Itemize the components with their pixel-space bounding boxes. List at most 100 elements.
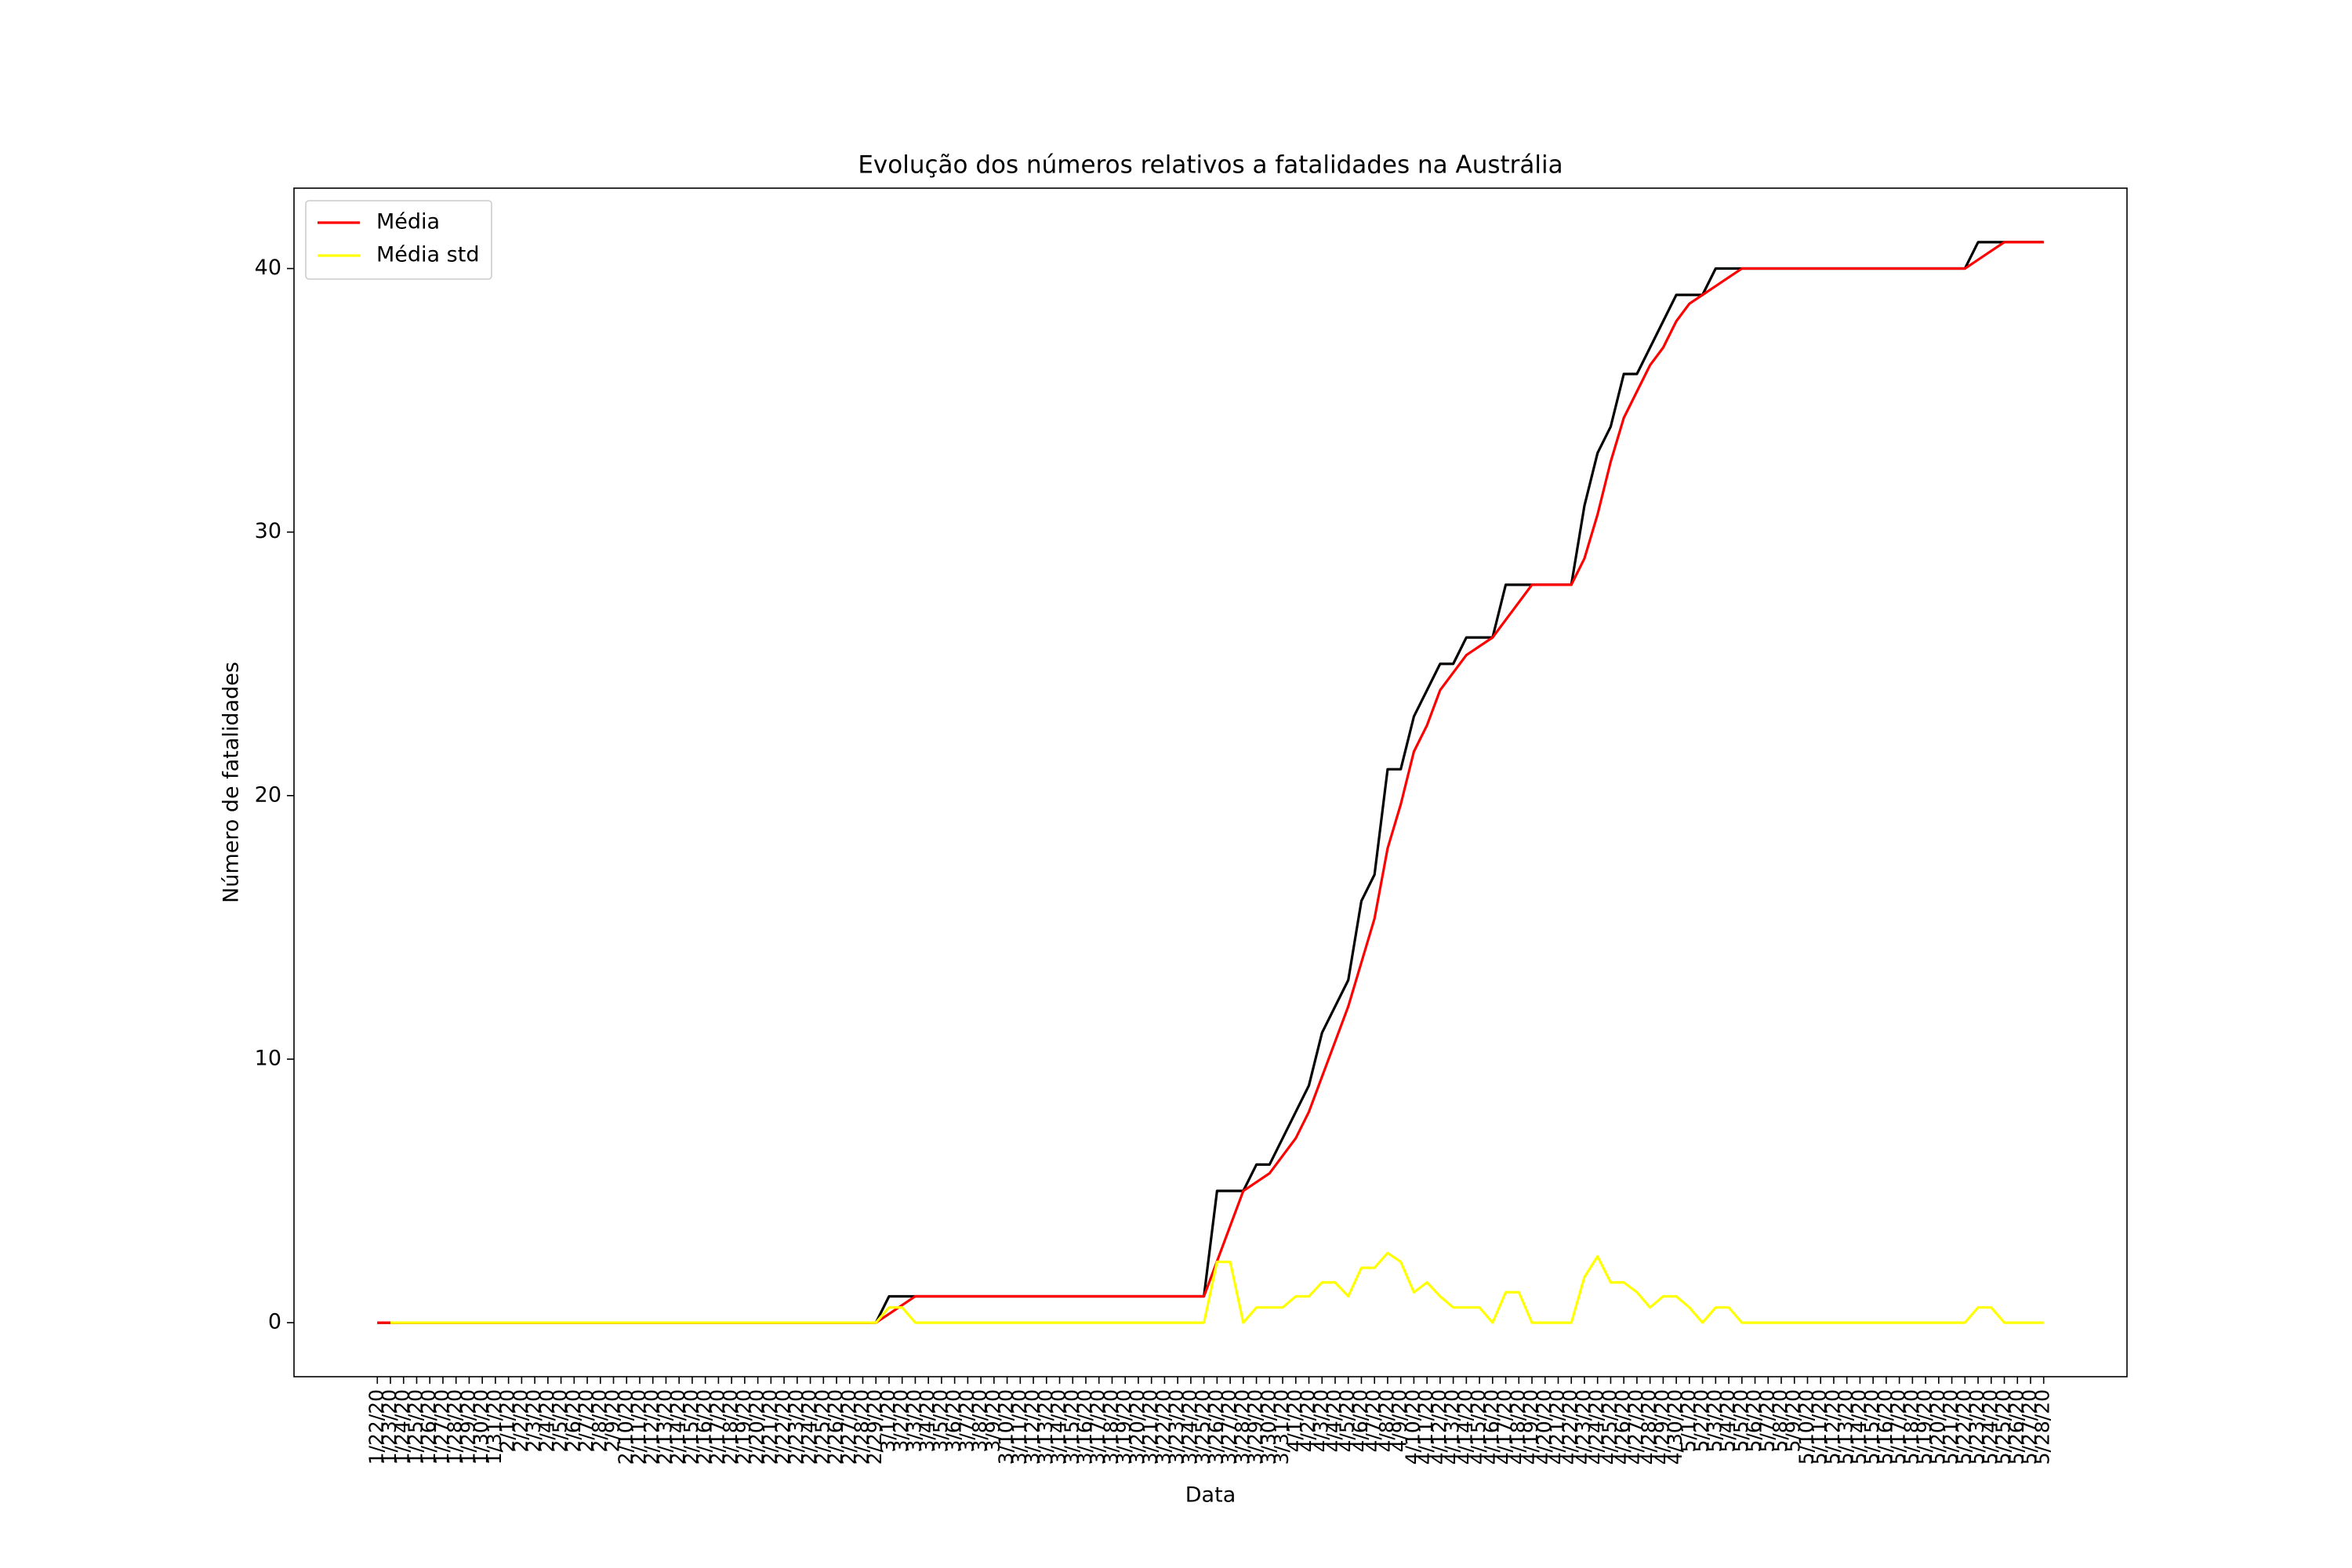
x-tick-label: 5/2/20: [1690, 1389, 1713, 1452]
x-tick-label: 5/6/20: [1743, 1389, 1766, 1452]
x-tick-label: 1/24/20: [391, 1389, 414, 1465]
x-tick-label: 4/3/20: [1309, 1389, 1332, 1452]
x-tick-label: 3/16/20: [1073, 1389, 1096, 1465]
y-tick-label: 0: [268, 1310, 281, 1334]
x-tick-label: 2/9/20: [601, 1389, 624, 1452]
x-tick-label: 4/6/20: [1348, 1389, 1371, 1452]
x-tick-label: 3/19/20: [1112, 1389, 1135, 1465]
x-tick-label: 4/14/20: [1454, 1389, 1476, 1465]
x-tick-label: 2/2/20: [509, 1389, 532, 1452]
x-tick-label: 1/27/20: [430, 1389, 453, 1465]
x-tick-label: 1/23/20: [378, 1389, 401, 1465]
x-tick-label: 3/18/20: [1099, 1389, 1122, 1465]
x-tick-label: 4/2/20: [1297, 1389, 1319, 1452]
x-tick-label: 3/17/20: [1087, 1389, 1109, 1465]
x-tick-label: 3/10/20: [995, 1389, 1018, 1465]
x-tick-label: 4/22/20: [1559, 1389, 1581, 1465]
x-tick-label: 4/5/20: [1336, 1389, 1359, 1452]
x-tick-label: 5/20/20: [1926, 1389, 1949, 1465]
x-tick-label: 4/18/20: [1506, 1389, 1529, 1465]
x-tick-label: 2/29/20: [863, 1389, 886, 1465]
x-tick-label: 3/29/20: [1244, 1389, 1267, 1465]
x-tick-label: 2/12/20: [641, 1389, 663, 1465]
x-tick-label: 4/8/20: [1375, 1389, 1398, 1452]
x-tick-label: 5/3/20: [1703, 1389, 1726, 1452]
x-tick-label: 3/25/20: [1192, 1389, 1214, 1465]
x-tick-label: 3/1/20: [877, 1389, 899, 1452]
x-tick-label: 2/1/20: [496, 1389, 519, 1452]
x-tick-label: 5/17/20: [1887, 1389, 1910, 1465]
x-tick-label: 5/28/20: [2031, 1389, 2054, 1465]
x-tick-label: 3/2/20: [890, 1389, 913, 1452]
x-tick-label: 4/16/20: [1480, 1389, 1503, 1465]
x-tick-label: 2/14/20: [666, 1389, 689, 1465]
x-tick-label: 4/12/20: [1428, 1389, 1450, 1465]
x-tick-label: 4/30/20: [1664, 1389, 1686, 1465]
x-tick-label: 3/28/20: [1231, 1389, 1254, 1465]
x-tick-label: 3/30/20: [1257, 1389, 1279, 1465]
x-tick-label: 4/4/20: [1323, 1389, 1345, 1452]
x-tick-label: 5/5/20: [1730, 1389, 1752, 1452]
line-series: [390, 1251, 2044, 1324]
x-tick-label: 5/26/20: [2005, 1389, 2027, 1465]
x-tick-label: 2/28/20: [850, 1389, 873, 1465]
chart-title: Evolução dos números relativos a fatalid…: [858, 151, 1563, 180]
x-tick-label: 2/7/20: [575, 1389, 597, 1452]
x-tick-label: 4/29/20: [1650, 1389, 1673, 1465]
x-tick-label: 2/22/20: [771, 1389, 794, 1465]
x-tick-label: 1/28/20: [444, 1389, 466, 1465]
x-tick-label: 5/11/20: [1808, 1389, 1831, 1465]
y-tick-label: 30: [255, 519, 281, 543]
x-tick-label: 4/13/20: [1441, 1389, 1464, 1465]
x-tick-label: 1/25/20: [404, 1389, 426, 1465]
x-tick-label: 2/8/20: [588, 1389, 611, 1452]
x-tick-label: 4/24/20: [1585, 1389, 1608, 1465]
legend-label: Média std: [376, 243, 479, 267]
x-tick-label: 4/10/20: [1401, 1389, 1424, 1465]
x-tick-label: 2/15/20: [680, 1389, 702, 1465]
x-tick-label: 2/16/20: [693, 1389, 716, 1465]
x-tick-label: 5/23/20: [1965, 1389, 1988, 1465]
legend-box: [305, 200, 492, 280]
x-tick-label: 2/26/20: [824, 1389, 847, 1465]
x-tick-label: 4/21/20: [1546, 1389, 1569, 1465]
x-tick-label: 3/13/20: [1034, 1389, 1057, 1465]
y-axis-label: Número de fatalidades: [220, 662, 244, 903]
x-tick-label: 4/28/20: [1638, 1389, 1661, 1465]
x-tick-label: 3/22/20: [1152, 1389, 1174, 1465]
x-tick-label: 3/3/20: [902, 1389, 925, 1452]
x-tick-label: 5/4/20: [1716, 1389, 1739, 1452]
plot-frame: [293, 187, 2128, 1377]
x-tick-label: 5/9/20: [1782, 1389, 1805, 1452]
x-tick-label: 5/18/20: [1900, 1389, 1922, 1465]
y-tick-label: 20: [255, 782, 281, 807]
x-tick-label: 5/19/20: [1913, 1389, 1936, 1465]
x-tick-label: 4/27/20: [1624, 1389, 1647, 1465]
x-tick-label: 2/18/20: [719, 1389, 742, 1465]
x-tick-label: 4/7/20: [1362, 1389, 1385, 1452]
x-tick-label: 5/24/20: [1979, 1389, 2002, 1465]
x-tick-label: 3/12/20: [1021, 1389, 1044, 1465]
x-tick-label: 1/31/20: [483, 1389, 506, 1465]
x-tick-label: 4/25/20: [1598, 1389, 1621, 1465]
x-tick-label: 3/4/20: [916, 1389, 938, 1452]
x-tick-label: 2/6/20: [561, 1389, 584, 1452]
x-tick-label: 3/21/20: [1139, 1389, 1162, 1465]
x-tick-label: 2/24/20: [798, 1389, 821, 1465]
x-tick-label: 4/20/20: [1533, 1389, 1555, 1465]
x-tick-label: 4/17/20: [1494, 1389, 1516, 1465]
x-tick-label: 3/27/20: [1218, 1389, 1240, 1465]
x-tick-label: 1/26/20: [417, 1389, 440, 1465]
x-tick-label: 3/7/20: [955, 1389, 978, 1452]
x-tick-label: 4/26/20: [1611, 1389, 1634, 1465]
x-tick-label: 5/13/20: [1835, 1389, 1857, 1465]
x-tick-label: 5/10/20: [1795, 1389, 1817, 1465]
x-tick-label: 2/25/20: [811, 1389, 833, 1465]
x-tick-label: 5/15/20: [1860, 1389, 1883, 1465]
x-tick-label: 5/25/20: [1992, 1389, 2015, 1465]
x-tick-label: 3/23/20: [1165, 1389, 1188, 1465]
x-tick-label: 3/9/20: [982, 1389, 1004, 1452]
x-tick-label: 3/14/20: [1047, 1389, 1070, 1465]
x-tick-label: 4/23/20: [1572, 1389, 1595, 1465]
x-tick-label: 4/9/20: [1388, 1389, 1411, 1452]
